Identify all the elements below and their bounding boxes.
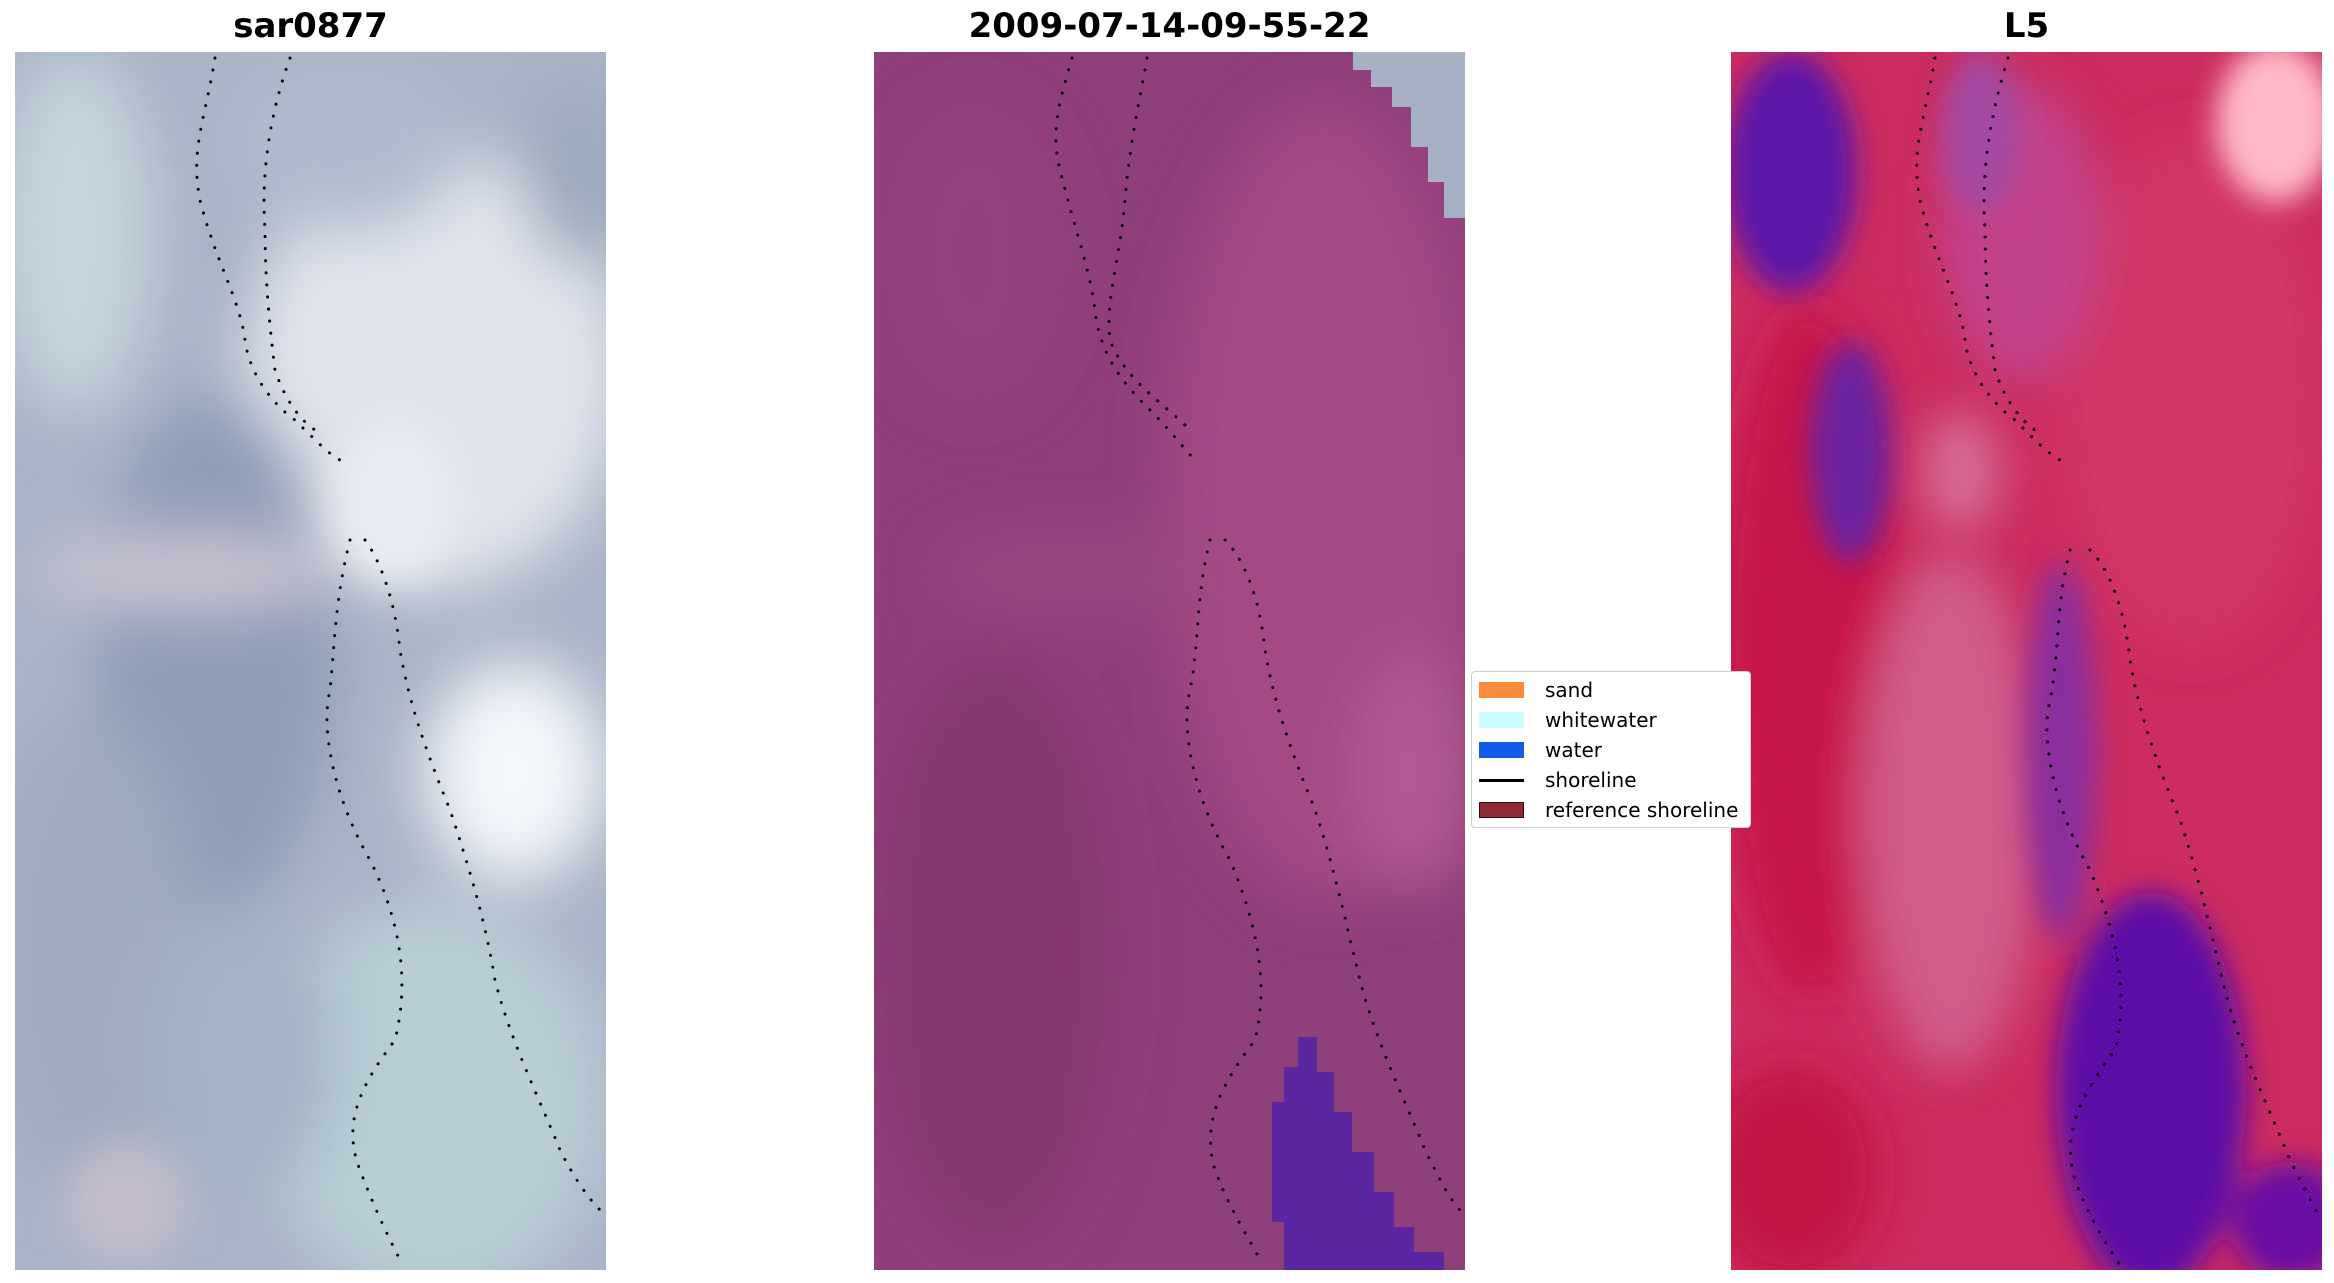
water-swatch <box>1479 742 1524 758</box>
shoreline-line-swatch <box>1479 779 1524 782</box>
whitewater-patch <box>1353 52 1465 218</box>
legend-label-sand: sand <box>1545 678 1594 702</box>
reference-shoreline-swatch <box>1479 802 1524 818</box>
index-image-panel <box>1731 52 2322 1270</box>
index-image <box>1731 52 2322 1270</box>
classified-image-panel <box>874 52 1465 1270</box>
legend-label-reference-shoreline: reference shoreline <box>1545 798 1739 822</box>
whitewater-swatch <box>1479 712 1524 728</box>
rgb-image-panel <box>15 52 606 1270</box>
legend-label-water: water <box>1545 738 1602 762</box>
classified-image <box>874 52 1465 1270</box>
sand-swatch <box>1479 682 1524 698</box>
legend-label-whitewater: whitewater <box>1545 708 1657 732</box>
panel-title-right: L5 <box>2003 6 2050 46</box>
panel-title-middle: 2009-07-14-09-55-22 <box>968 6 1371 46</box>
legend-label-shoreline: shoreline <box>1545 768 1637 792</box>
panel-title-left: sar0877 <box>233 6 388 46</box>
rgb-image <box>15 52 606 1270</box>
legend: sand whitewater water shoreline referenc… <box>1471 671 1751 828</box>
